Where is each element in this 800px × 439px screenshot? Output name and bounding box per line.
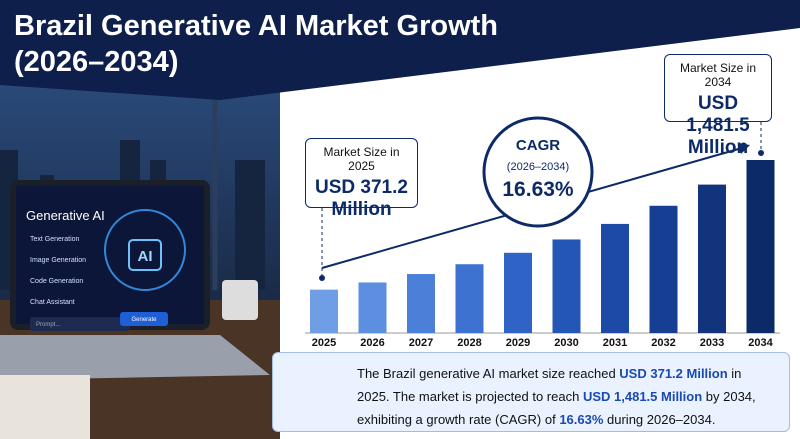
screen-menu: Text Generation Image Generation Code Gene… [30,236,86,320]
callout-2025: Market Size in 2025 USD 371.2 Million [305,138,418,220]
summary-box: The Brazil generative AI market size rea… [272,352,790,432]
x-tick-label: 2033 [700,337,724,349]
bar [649,205,678,333]
x-tick-label: 2026 [360,337,384,349]
bar [601,223,629,333]
menu-item: Chat Assistant [30,299,75,306]
x-tick-label: 2034 [748,337,773,349]
coffee-cup [222,280,258,320]
x-tick-label: 2029 [506,337,530,349]
menu-item: Code Generation [30,278,84,285]
bar [407,274,435,333]
summary-text: in 2025. The market is projected to reac… [357,366,742,404]
ai-chip [128,239,162,271]
callout-label: Market Size in 2034 [679,61,757,89]
x-tick-label: 2031 [603,337,627,349]
summary-highlight: USD 371.2 Million [619,366,728,381]
connector-dot [758,150,764,156]
x-tick-label: 2030 [554,337,578,349]
summary-text: The Brazil generative AI market size rea… [357,366,620,381]
screen-heading: Generative AI [26,208,105,223]
brain-glow [104,209,186,291]
button-text: Generate [131,317,157,323]
cagr-circle [482,116,594,228]
notebook [0,375,90,439]
bar [310,289,338,333]
ai-badge: AI [138,248,153,265]
cagr-value: 16.63% [502,178,574,201]
generate-button [120,312,168,326]
arrow-head [738,143,750,154]
summary-highlight: 16.63% [559,412,604,427]
cagr-label: CAGR [516,137,560,154]
bar [698,184,726,333]
callout-value: USD 371.2 Million [315,177,408,220]
bar [504,252,532,333]
connector-dot [319,275,325,281]
subtitle: (2026–2034) [14,46,179,78]
x-tick-label: 2032 [651,337,675,349]
summary-text: by 2034, exhibiting a growth rate (CAGR)… [357,389,756,427]
bar [358,282,387,333]
cagr-period: (2026–2034) [507,161,569,173]
bar [455,264,484,333]
title: Brazil Generative AI Market Growth [14,10,499,42]
bar [552,239,581,333]
summary-text: during 2026–2034. [603,412,716,427]
callout-value: USD 1,481.5 Million [686,93,750,158]
menu-item: Text Generation [30,236,80,243]
callout-2034: Market Size in 2034 USD 1,481.5 Million [664,54,772,158]
summary-highlight: USD 1,481.5 Million [582,389,703,404]
laptop-base [0,335,270,380]
prompt-text: Prompt... [36,322,61,328]
laptop-screen [16,186,204,324]
callout-label: Market Size in 2025 [323,145,400,173]
header-band [0,0,800,100]
menu-item: Image Generation [30,257,87,264]
x-tick-label: 2027 [409,337,433,349]
bar [746,160,775,333]
x-tick-label: 2025 [312,337,336,349]
prompt-field [30,317,130,331]
x-tick-label: 2028 [457,337,481,349]
